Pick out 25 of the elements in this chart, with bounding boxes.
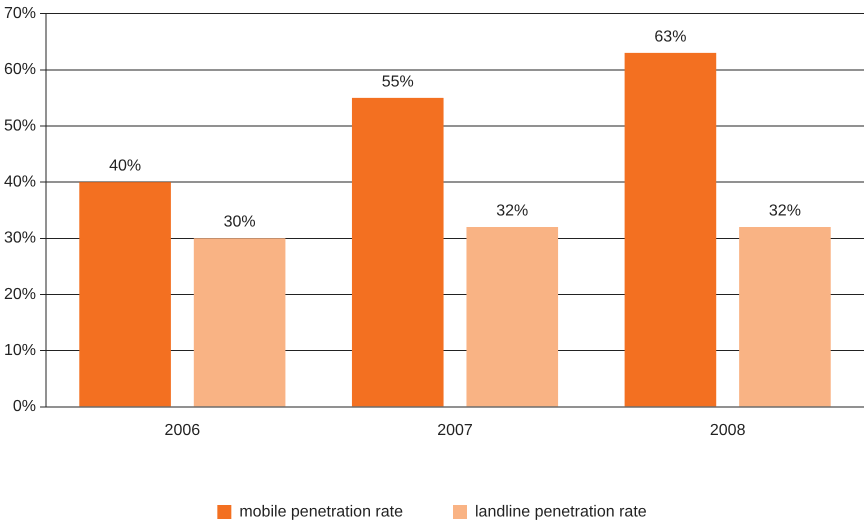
data-label: 32%	[768, 202, 801, 220]
y-tick-label: 0%	[12, 398, 36, 416]
bar	[624, 52, 716, 406]
y-tick-label: 30%	[4, 230, 36, 247]
y-tick-label: 60%	[4, 61, 36, 78]
bar	[79, 182, 171, 406]
y-tick-label: 70%	[4, 5, 36, 22]
data-label: 30%	[224, 214, 256, 231]
y-tick-label: 20%	[4, 286, 36, 303]
x-tick-label: 2008	[710, 422, 746, 439]
legend-label: mobile penetration rate	[239, 503, 404, 520]
bar	[466, 227, 558, 406]
data-label: 63%	[654, 28, 686, 46]
bar	[739, 227, 831, 406]
bar	[352, 98, 444, 406]
y-tick-label: 50%	[4, 117, 36, 134]
data-label: 32%	[496, 202, 528, 220]
bar	[194, 238, 286, 406]
data-label: 40%	[109, 158, 142, 175]
y-tick-label: 40%	[4, 174, 36, 191]
data-label: 55%	[382, 73, 414, 90]
x-tick-label: 2007	[437, 422, 473, 439]
legend-label: landline penetration rate	[474, 503, 647, 520]
y-tick-label: 10%	[4, 342, 36, 360]
x-tick-label: 2006	[164, 422, 200, 439]
